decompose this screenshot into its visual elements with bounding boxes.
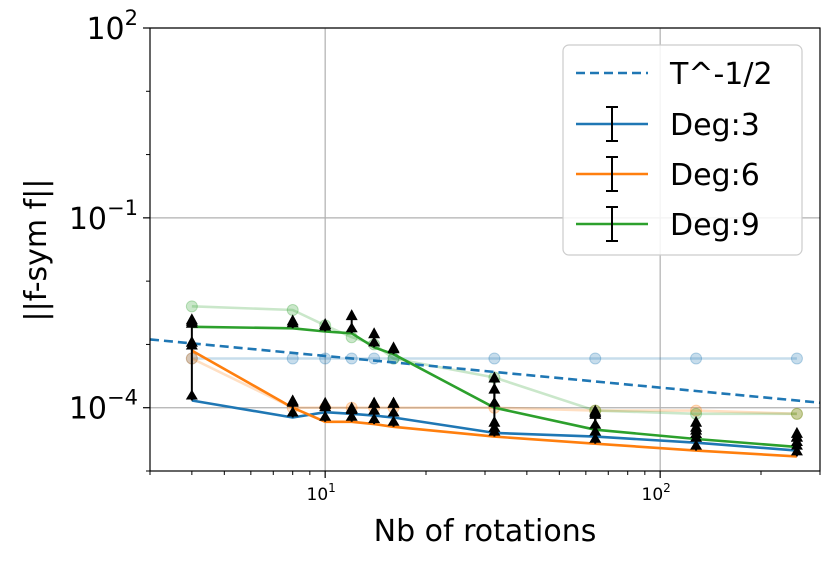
error-arrow-lower [185,389,198,400]
faded-point [185,300,198,313]
error-arrow-upper [345,309,358,321]
error-arrow-lower [387,415,400,426]
legend-label-reference: T^-1/2 [669,57,773,92]
error-arrow-upper [387,341,400,353]
legend-label-deg9: Deg:9 [670,208,760,243]
faded-point [368,352,381,365]
legend-entry-deg3: Deg:3 [576,106,760,143]
y-tick-label: 10−1 [69,196,138,237]
error-arrow-upper [319,318,332,330]
error-arrow-lower [690,428,703,439]
y-tick-label: 10−4 [69,386,138,427]
error-arrow-upper [690,415,703,427]
series-line-1 [191,349,797,458]
error-arrow-lower [790,445,803,456]
error-arrow-upper [368,327,381,339]
error-arrow-upper [368,396,381,408]
error-arrow-lower [345,410,358,421]
error-arrow-upper [589,406,602,418]
legend-entry-deg9: Deg:9 [576,206,760,243]
legend-label-deg6: Deg:6 [670,158,760,193]
faded-point [790,352,803,365]
error-arrow-lower [185,339,198,350]
error-arrow-lower [589,418,602,429]
x-tick-label: 102 [642,481,671,505]
faded-point [488,352,501,365]
faded-point [690,352,703,365]
error-arrow-lower [589,432,602,443]
reference-line-layer [149,338,821,404]
error-arrow-lower [368,336,381,347]
legend-label-deg3: Deg:3 [670,108,760,143]
error-arrow-lower [345,322,358,333]
error-arrow-upper [488,371,501,383]
faded-point [286,303,299,316]
error-bars [185,309,803,457]
series-line-2 [191,325,798,449]
x-tick-label: 101 [307,481,336,505]
error-arrow-lower [368,413,381,424]
error-arrow-upper [319,397,332,409]
error-arrow-upper [286,314,299,326]
faded-point [286,352,299,365]
series-lines [191,325,798,458]
error-arrow-upper [185,313,198,325]
faded-point [589,352,602,365]
faded-line-series-1 [191,357,797,416]
legend-entry-deg6: Deg:6 [576,156,760,193]
error-arrow-upper [286,394,299,406]
x-axis-title: Nb of rotations [374,514,597,549]
y-axis-title: ||f-sym f|| [19,179,54,322]
y-tick-label: 102 [86,6,138,47]
error-arrow-lower [488,396,501,407]
error-arrow-upper [387,396,400,408]
error-arrow-upper [790,426,803,438]
error-arrow-upper [345,401,358,413]
faded-point [790,407,803,420]
tick-labels: 101 102 10−4 10−1 102 [69,6,671,505]
error-arrow-lower [790,435,803,446]
faded-point [790,407,803,420]
reference-line [149,338,821,404]
error-arrow-lower [286,406,299,417]
ticks [143,27,821,478]
error-arrow-lower [319,410,332,421]
error-arrow-lower [488,425,501,436]
legend-box [562,44,803,256]
legend: T^-1/2 Deg:3 Deg:6 Deg:9 [562,44,803,256]
error-arrow-lower [690,439,703,450]
